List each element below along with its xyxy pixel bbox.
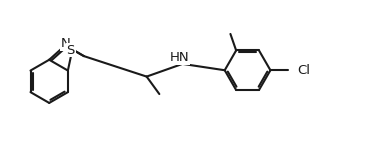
Text: N: N [60, 37, 70, 50]
Text: S: S [66, 44, 75, 57]
Text: Cl: Cl [297, 64, 310, 77]
Text: HN: HN [170, 51, 190, 64]
